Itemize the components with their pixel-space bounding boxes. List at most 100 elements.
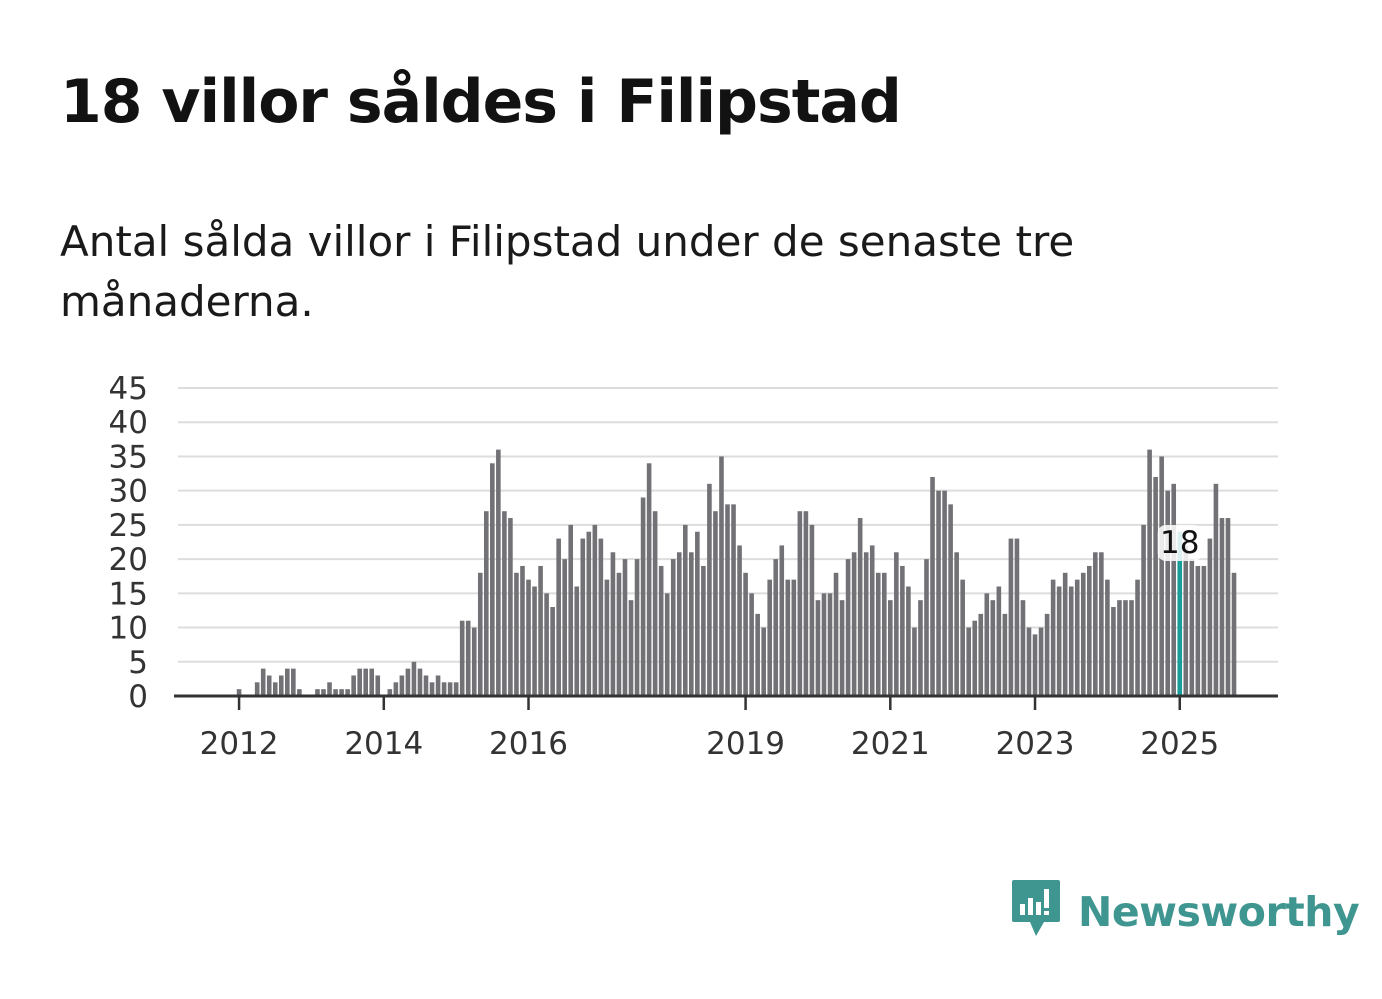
bar [490,463,495,696]
x-tick-label: 2016 [489,726,568,762]
bar [990,600,996,696]
bar [803,511,809,696]
bar [1183,545,1189,696]
bar [1129,600,1134,696]
bar [260,668,266,696]
bar [278,675,284,696]
y-tick-label: 10 [109,611,148,647]
bar [1044,613,1050,696]
bar [863,552,869,696]
bar [1111,607,1116,696]
bar [399,675,405,696]
bar [875,572,881,696]
bar [1231,572,1237,696]
bar [375,675,381,696]
bar [266,675,272,696]
bar [453,682,459,696]
bar [640,497,646,696]
bar [646,463,652,696]
x-tick-label: 2019 [706,726,785,762]
bar [622,559,628,696]
bar [550,607,555,696]
bar [731,504,736,696]
bar [1020,600,1026,696]
bar [881,572,887,696]
bar [1117,600,1122,696]
bar [767,579,773,696]
bar [936,490,941,696]
bar [556,538,561,696]
bar [664,593,670,696]
bar [1093,552,1098,696]
bar [779,545,785,696]
bar [930,476,935,696]
bar [272,682,278,696]
bar [845,559,851,696]
bar [682,524,688,696]
bar [435,675,441,696]
bar [387,689,393,696]
annotation-background [1157,525,1202,561]
bar [701,565,706,696]
bar-highlight [1177,531,1183,696]
bar [429,682,435,696]
bar [1225,518,1231,696]
bar [1135,579,1140,696]
bar [1189,559,1195,696]
bar [465,620,471,696]
bar [996,586,1002,696]
bar [1038,627,1044,696]
bar [1014,538,1020,696]
bar [1201,565,1207,696]
bar [942,490,947,696]
bar [423,675,429,696]
y-tick-label: 5 [128,645,148,681]
bar [544,593,549,696]
bar [1213,483,1219,696]
x-tick-label: 2021 [851,726,930,762]
bar [1099,552,1104,696]
bar [924,559,929,696]
chart-subtitle: Antal sålda villor i Filipstad under de … [60,217,1075,326]
bar [719,456,724,696]
bar [743,572,748,696]
bar [586,531,592,696]
bar [761,627,766,696]
bar [532,586,537,696]
bar [562,559,567,696]
bar [966,627,971,696]
bar [628,600,634,696]
bar [670,559,676,696]
x-tick-label: 2014 [344,726,423,762]
bar [1219,518,1225,696]
bar [441,682,447,696]
bars [236,449,1237,696]
bar [833,572,839,696]
bar [827,593,833,696]
bar [447,682,453,696]
bar [1165,490,1170,696]
bar [236,689,242,696]
bar [369,668,375,696]
bar [1105,579,1110,696]
bar [894,552,899,696]
bar [755,613,760,696]
bar [351,675,356,696]
bar [291,668,296,696]
bar [1141,524,1146,696]
bar [737,545,742,696]
bar [357,668,362,696]
bar [1147,449,1152,696]
bar [327,682,332,696]
bar [948,504,953,696]
bar [297,689,302,696]
bar [514,572,519,696]
bar [598,538,604,696]
bar [749,593,754,696]
y-tick-label: 35 [109,439,148,475]
bar [1195,565,1201,696]
bar [508,518,513,696]
bar [1026,627,1032,696]
